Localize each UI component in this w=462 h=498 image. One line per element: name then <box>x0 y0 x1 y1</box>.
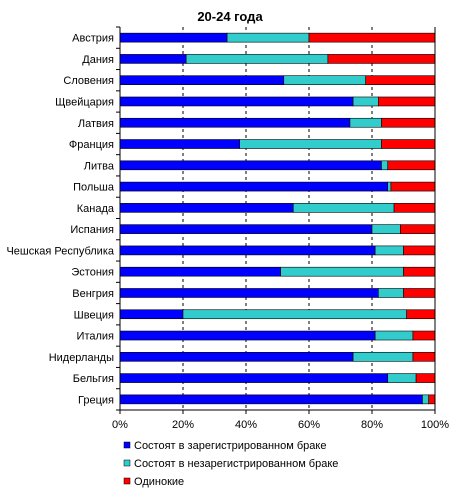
bar-segment-s1 <box>119 224 373 234</box>
x-tick-label: 20% <box>172 419 194 431</box>
legend-label: Состоят в незарегистрированном браке <box>134 458 338 470</box>
category-labels: Австрия Дания Словения Щвейцария Латвия Франц… <box>6 33 114 407</box>
legend-swatch <box>123 441 131 449</box>
bar-segment-s1 <box>119 160 382 171</box>
bar-segment-s1 <box>119 181 389 192</box>
legend-label: Состоят в зарегистрированном браке <box>134 440 326 452</box>
x-tick-label: 0% <box>112 419 128 431</box>
category-label: Канада <box>77 203 115 215</box>
category-label: Дания <box>82 54 114 66</box>
bar-segment-s1 <box>119 117 351 128</box>
x-tick-label: 100% <box>421 419 449 431</box>
bar-segment-s3 <box>308 32 436 43</box>
bar-segment-s1 <box>119 32 228 43</box>
bar-segment-s1 <box>119 394 423 405</box>
category-label: Литва <box>84 160 115 172</box>
bar-segment-s1 <box>119 203 294 213</box>
bar-segment-s1 <box>119 54 187 64</box>
category-label: Испания <box>70 224 114 236</box>
legend: Состоят в зарегистрированном браке Состоя… <box>123 440 338 488</box>
bar-segment-s2 <box>349 117 382 128</box>
bar-segment-s2 <box>374 245 404 256</box>
category-label: Франция <box>69 139 114 151</box>
bar-segment-s2 <box>226 32 310 43</box>
bar-segment-s1 <box>119 139 240 149</box>
x-tick-labels: 0% 20% 40% 60% 80% 100% <box>112 419 449 431</box>
bar-segment-s2 <box>352 352 414 362</box>
bar-segment-s1 <box>119 96 354 107</box>
chart-title: 20-24 года <box>197 9 263 24</box>
bar-segment-s3 <box>365 75 436 85</box>
axes <box>116 26 436 414</box>
bar-segment-s1 <box>119 266 281 277</box>
bar-segment-s3 <box>390 181 436 192</box>
bar-segment-s3 <box>415 373 436 383</box>
bar-segment-s1 <box>119 309 184 320</box>
category-label: Бельгия <box>73 373 114 385</box>
legend-swatch <box>123 459 131 467</box>
bar-segment-s2 <box>374 330 414 341</box>
bar-segment-s3 <box>412 352 436 362</box>
bar-segment-s1 <box>119 330 376 341</box>
bar-segment-s2 <box>422 394 429 405</box>
bar-segment-s3 <box>400 224 436 234</box>
bar-segment-s2 <box>387 373 417 383</box>
bar-segment-s2 <box>352 96 379 107</box>
bar-segment-s2 <box>182 309 407 320</box>
bar-segment-s3 <box>403 288 436 298</box>
legend-label: Одинокие <box>134 476 184 488</box>
bar-segment-s3 <box>406 309 436 320</box>
category-label: Италия <box>77 331 115 343</box>
bar-segment-s1 <box>119 245 376 256</box>
bar-segment-s2 <box>377 288 404 298</box>
bar-segment-s2 <box>283 75 366 85</box>
legend-swatch <box>123 477 131 485</box>
bar-segment-s3 <box>412 330 436 341</box>
category-label: Эстония <box>71 267 114 279</box>
bar-segment-s1 <box>119 352 354 362</box>
bar-segment-s3 <box>428 394 436 405</box>
category-label: Венгрия <box>72 288 114 300</box>
bar-segment-s3 <box>403 245 436 256</box>
bar-segment-s3 <box>327 54 436 64</box>
x-tick-label: 40% <box>235 419 257 431</box>
category-label: Словения <box>63 75 114 87</box>
bar-segment-s3 <box>393 203 436 213</box>
bar-segment-s3 <box>403 266 436 277</box>
bar-segment-s2 <box>387 181 392 192</box>
category-label: Чешская Республика <box>6 245 114 257</box>
bar-segment-s3 <box>381 139 436 149</box>
bar-segment-s2 <box>280 266 404 277</box>
bar-segment-s2 <box>371 224 401 234</box>
bar-segment-s2 <box>381 160 389 171</box>
category-label: Латвия <box>78 118 114 130</box>
category-label: Нидерланды <box>49 352 114 364</box>
x-tick-label: 60% <box>298 419 320 431</box>
category-label: Греция <box>78 394 114 406</box>
bar-segment-s3 <box>381 117 436 128</box>
bar-segment-s1 <box>119 75 285 85</box>
x-tick-label: 80% <box>361 419 383 431</box>
gridlines <box>182 27 373 410</box>
category-label: Австрия <box>72 33 114 45</box>
bars <box>119 32 436 405</box>
bar-segment-s3 <box>377 96 436 107</box>
category-label: Польша <box>73 182 115 194</box>
category-label: Щвейцария <box>55 96 114 108</box>
bar-segment-s2 <box>292 203 395 213</box>
bar-segment-s1 <box>119 288 379 298</box>
bar-segment-s1 <box>119 373 389 383</box>
bar-segment-s2 <box>185 54 329 64</box>
bar-segment-s3 <box>387 160 436 171</box>
category-label: Швеция <box>74 309 114 321</box>
bar-segment-s2 <box>239 139 382 149</box>
